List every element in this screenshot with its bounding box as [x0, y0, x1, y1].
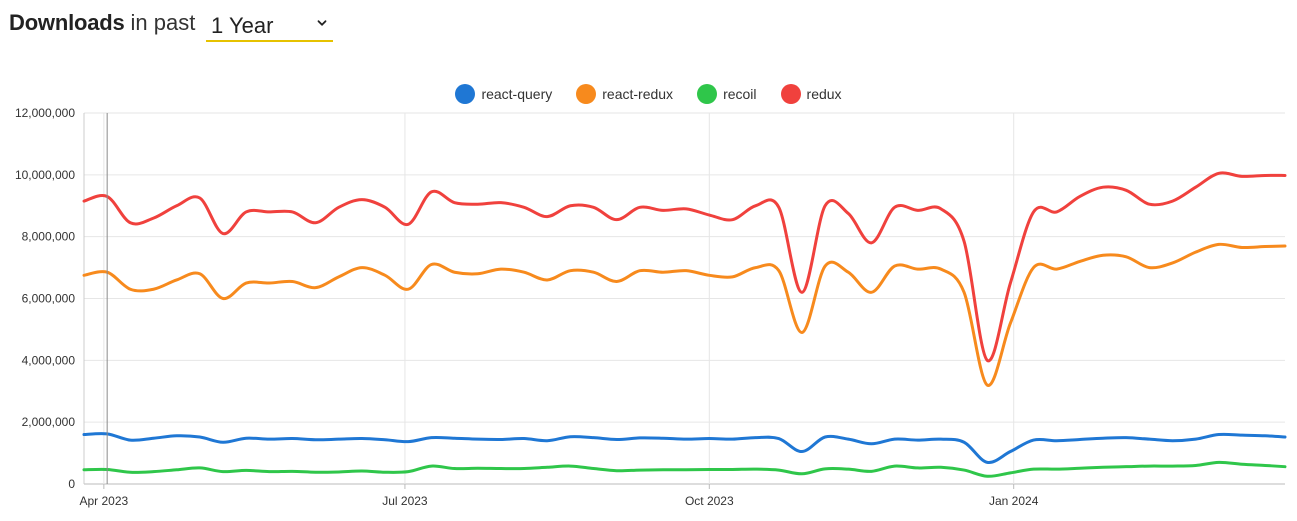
x-tick-label: Jul 2023 — [382, 494, 428, 508]
legend-swatch — [780, 84, 801, 104]
legend-label: redux — [806, 86, 842, 102]
legend-item-react-redux[interactable]: react-redux — [576, 84, 673, 104]
x-axis-tick-labels: Apr 2023 Jul 2023 Oct 2023 Jan 2024 — [79, 494, 1038, 508]
y-tick-label: 10,000,000 — [15, 168, 75, 182]
y-tick-label: 2,000,000 — [22, 415, 76, 429]
chart-legend: react-query react-redux recoil redux — [0, 84, 1297, 104]
y-tick-label: 0 — [68, 477, 75, 491]
series-line-redux — [82, 171, 1287, 363]
chevron-down-icon — [317, 20, 327, 26]
legend-swatch — [697, 84, 718, 104]
y-tick-label: 6,000,000 — [22, 292, 76, 306]
y-tick-label: 12,000,000 — [15, 106, 75, 120]
period-select[interactable]: 1 Year — [206, 10, 333, 42]
legend-item-redux[interactable]: redux — [780, 84, 842, 104]
legend-label: react-query — [481, 86, 553, 102]
y-axis-tick-labels: 0 2,000,000 4,000,000 6,000,000 8,000,000 10,… — [15, 106, 75, 491]
legend-label: react-redux — [602, 86, 674, 102]
series-line-recoil — [82, 460, 1287, 478]
x-tick-label: Apr 2023 — [79, 494, 128, 508]
x-gridlines — [103, 113, 1015, 489]
legend-label: recoil — [723, 86, 757, 102]
downloads-header: Downloads in past — [9, 10, 195, 44]
y-tick-label: 4,000,000 — [22, 353, 76, 367]
legend-swatch — [455, 84, 476, 104]
legend-swatch — [576, 84, 597, 104]
series-line-react-query — [82, 432, 1287, 464]
x-tick-label: Jan 2024 — [989, 494, 1039, 508]
series-line-react-redux — [82, 242, 1287, 387]
y-gridlines — [83, 112, 1285, 485]
x-tick-label: Oct 2023 — [685, 494, 734, 508]
y-tick-label: 8,000,000 — [22, 230, 76, 244]
downloads-subtitle: in past — [130, 10, 196, 35]
downloads-title: Downloads — [9, 10, 125, 35]
period-select-value: 1 Year — [211, 13, 274, 38]
legend-item-react-query[interactable]: react-query — [455, 84, 552, 104]
series-lines — [82, 171, 1287, 478]
legend-item-recoil[interactable]: recoil — [697, 84, 757, 104]
